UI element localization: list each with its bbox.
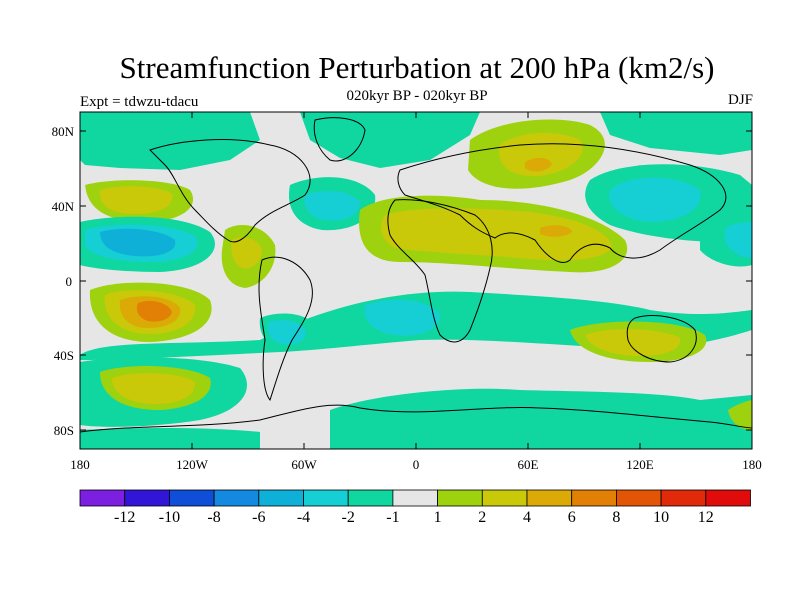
x-label-60e: 60E bbox=[518, 457, 539, 472]
contour-neg1-greenland bbox=[300, 112, 480, 168]
season-label: DJF bbox=[727, 92, 753, 108]
plot-title: Streamfunction Perturbation at 200 hPa (… bbox=[119, 50, 715, 85]
colorbar-label: 2 bbox=[478, 509, 486, 526]
colorbar-label: 8 bbox=[612, 509, 620, 526]
contour-pos2-caribbean bbox=[231, 237, 262, 269]
colorbar-box bbox=[79, 489, 126, 507]
colorbar-box bbox=[571, 489, 617, 507]
y-label-80n: 80N bbox=[52, 124, 75, 139]
colorbar-label: -2 bbox=[342, 509, 355, 526]
y-label-80s: 80S bbox=[54, 423, 74, 438]
x-label-60w: 60W bbox=[291, 457, 317, 472]
colorbar-label: -1 bbox=[386, 509, 399, 526]
colorbar-box bbox=[392, 489, 438, 507]
contour-neg1-arctic-east bbox=[600, 112, 752, 155]
contour-pos2-australia bbox=[585, 329, 681, 356]
plot-subtitle: 020kyr BP - 020kyr BP bbox=[346, 88, 488, 104]
colorbar-label: 1 bbox=[434, 509, 442, 526]
x-label-180-left: 180 bbox=[70, 457, 90, 472]
x-label-0: 0 bbox=[413, 457, 420, 472]
contour-neg2-atlantic bbox=[304, 190, 360, 221]
contour-neg2-sam bbox=[267, 320, 306, 345]
contour-pos3-india bbox=[540, 225, 572, 237]
contour-neg1-south-atlantic-indian bbox=[330, 388, 752, 449]
x-label-120w: 120W bbox=[176, 457, 209, 472]
experiment-label: Expt = tdwzu-tdacu bbox=[80, 94, 199, 110]
contour-neg2-wpac bbox=[725, 222, 752, 258]
contour-pos1-antarctic-east bbox=[728, 400, 752, 430]
x-label-180-right: 180 bbox=[742, 457, 762, 472]
contour-field bbox=[80, 112, 752, 449]
colorbar-box bbox=[258, 489, 304, 507]
colorbar-label: -8 bbox=[207, 509, 220, 526]
contour-pos2-africa-asia bbox=[381, 208, 612, 261]
contour-neg2-satlantic bbox=[364, 299, 440, 336]
coastline-south-america bbox=[258, 256, 313, 402]
contour-neg1-arctic-west bbox=[80, 112, 260, 170]
contour-neg1-antarctic-pac bbox=[80, 428, 260, 449]
coastline-north-america bbox=[149, 139, 311, 243]
colorbar-box bbox=[481, 489, 528, 507]
contour-neg2-npac-east bbox=[609, 177, 701, 222]
colorbar-label: -10 bbox=[159, 509, 180, 526]
y-axis-labels: 80N 40N 0 40S 80S bbox=[52, 124, 75, 438]
coastlines bbox=[80, 117, 752, 433]
colorbar bbox=[79, 489, 751, 507]
colorbar-box bbox=[437, 489, 483, 507]
contour-pos4-spac bbox=[136, 300, 172, 322]
coastline-antarctica bbox=[80, 404, 752, 433]
y-label-40n: 40N bbox=[52, 199, 75, 214]
colorbar-label: 12 bbox=[698, 509, 714, 526]
coastline-greenland bbox=[313, 117, 366, 162]
colorbar-box bbox=[213, 489, 260, 507]
colorbar-label: 6 bbox=[568, 509, 576, 526]
colorbar-label: -4 bbox=[297, 509, 310, 526]
x-label-120e: 120E bbox=[626, 457, 654, 472]
colorbar-label: 4 bbox=[523, 509, 531, 526]
colorbar-box bbox=[660, 489, 707, 507]
colorbar-box bbox=[124, 489, 170, 507]
coastline-africa bbox=[387, 199, 493, 343]
x-axis-labels: 180 120W 60W 0 60E 120E 180 bbox=[70, 457, 762, 472]
colorbar-box bbox=[526, 489, 573, 507]
contour-neg3-npac-central bbox=[100, 228, 176, 257]
colorbar-box bbox=[168, 489, 215, 507]
colorbar-box bbox=[705, 489, 751, 507]
tick-marks bbox=[80, 112, 752, 449]
colorbar-labels: -12 -10 -8 -6 -4 -2 -1 1 2 4 6 8 10 12 bbox=[114, 509, 714, 526]
y-label-0: 0 bbox=[66, 274, 73, 289]
colorbar-label: -12 bbox=[114, 509, 135, 526]
colorbar-box bbox=[616, 489, 662, 507]
colorbar-label: -6 bbox=[252, 509, 265, 526]
coastline-australia bbox=[626, 315, 697, 363]
y-label-40s: 40S bbox=[54, 348, 74, 363]
coastline-europe-asia bbox=[397, 143, 727, 263]
contour-pos2-npac-west bbox=[99, 186, 173, 214]
contour-pos3-eurasia bbox=[525, 157, 552, 172]
contour-pos2-southern-pac bbox=[112, 373, 196, 404]
colorbar-box bbox=[303, 489, 349, 507]
colorbar-box bbox=[347, 489, 394, 507]
colorbar-label: 10 bbox=[653, 509, 669, 526]
